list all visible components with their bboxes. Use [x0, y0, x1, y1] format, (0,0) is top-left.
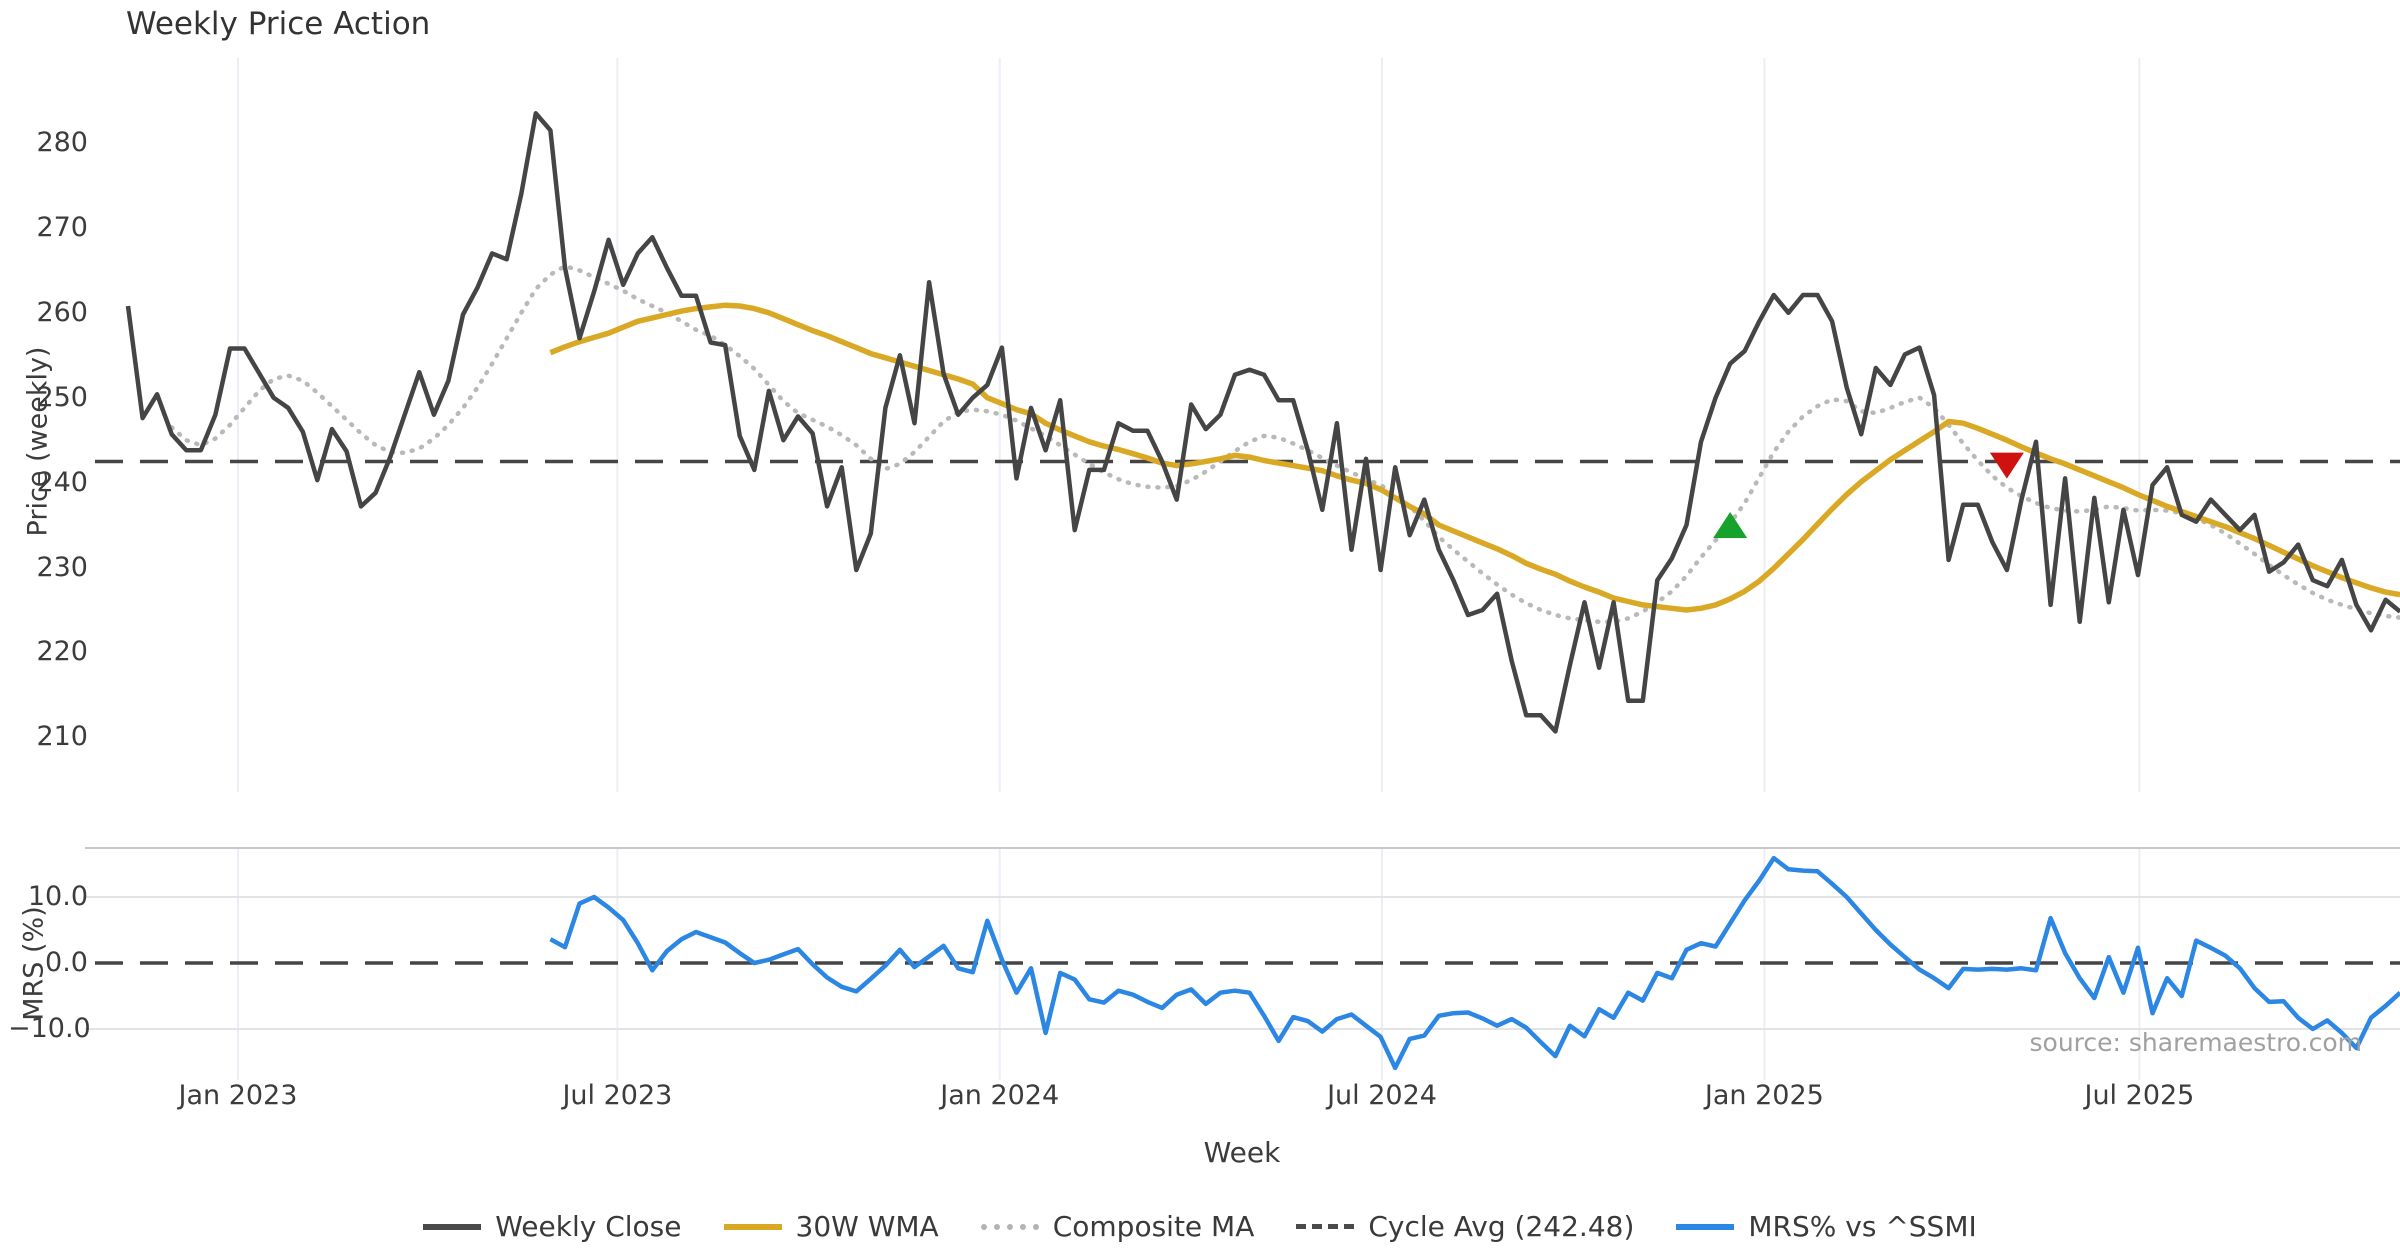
legend-label: 30W WMA [795, 1210, 939, 1243]
legend-item-weekly-close: Weekly Close [423, 1210, 682, 1243]
price-ytick-label: 270 [36, 211, 88, 243]
price-ytick-label: 250 [36, 381, 88, 413]
mrs-line [549, 855, 2400, 1071]
legend-item-mrs: MRS% vs ^SSMI [1676, 1210, 1977, 1243]
x-tick-label: Jul 2025 [2084, 1080, 2195, 1111]
buy-signal-marker-icon [1713, 512, 1748, 539]
x-tick-label: Jan 2024 [940, 1080, 1060, 1111]
mrs-ytick-label: 0.0 [45, 947, 88, 978]
x-tick-label: Jan 2023 [178, 1080, 298, 1111]
price-ytick-label: 210 [36, 721, 88, 753]
price-axis-label: Price (weekly) [22, 346, 54, 537]
legend-label: Cycle Avg (242.48) [1368, 1210, 1635, 1243]
x-tick-label: Jan 2025 [1704, 1080, 1824, 1111]
composite-ma-line [169, 263, 2400, 625]
price-ytick-label: 280 [36, 127, 88, 158]
price-ytick-label: 260 [36, 296, 88, 328]
legend-label: Composite MA [1052, 1210, 1255, 1243]
price-ytick-label: 230 [36, 551, 88, 583]
legend: Weekly Close 30W WMA Composite MA Cycle … [0, 1210, 2400, 1243]
legend-item-composite-ma: Composite MA [980, 1210, 1255, 1243]
cycle-avg-swatch-icon [1296, 1224, 1355, 1229]
x-tick-label: Jul 2023 [562, 1080, 673, 1111]
legend-label: MRS% vs ^SSMI [1748, 1210, 1977, 1243]
legend-item-cycle-avg: Cycle Avg (242.48) [1296, 1210, 1634, 1243]
chart-title: Weekly Price Action [126, 6, 431, 42]
wma-line [549, 302, 2400, 613]
x-tick-label: Jul 2024 [1327, 1080, 1437, 1111]
x-axis-label: Week [1203, 1136, 1281, 1169]
wma-line-swatch-icon [723, 1223, 782, 1230]
weekly-close-line [125, 111, 2400, 734]
price-ytick-label: 220 [36, 636, 88, 668]
composite-ma-swatch-icon [980, 1223, 1039, 1230]
price-ytick-label: 240 [36, 466, 88, 498]
mrs-ytick-label: −10.0 [8, 1013, 91, 1044]
sell-signal-marker-icon [1989, 452, 2024, 479]
mrs-ytick-label: 10.0 [27, 881, 88, 912]
legend-item-30w-wma: 30W WMA [723, 1210, 939, 1243]
legend-label: Weekly Close [495, 1210, 682, 1243]
source-note: source: sharemaestro.com [2029, 1028, 2363, 1057]
mrs-line-swatch-icon [1676, 1223, 1735, 1230]
weekly-close-line-swatch-icon [423, 1223, 482, 1230]
